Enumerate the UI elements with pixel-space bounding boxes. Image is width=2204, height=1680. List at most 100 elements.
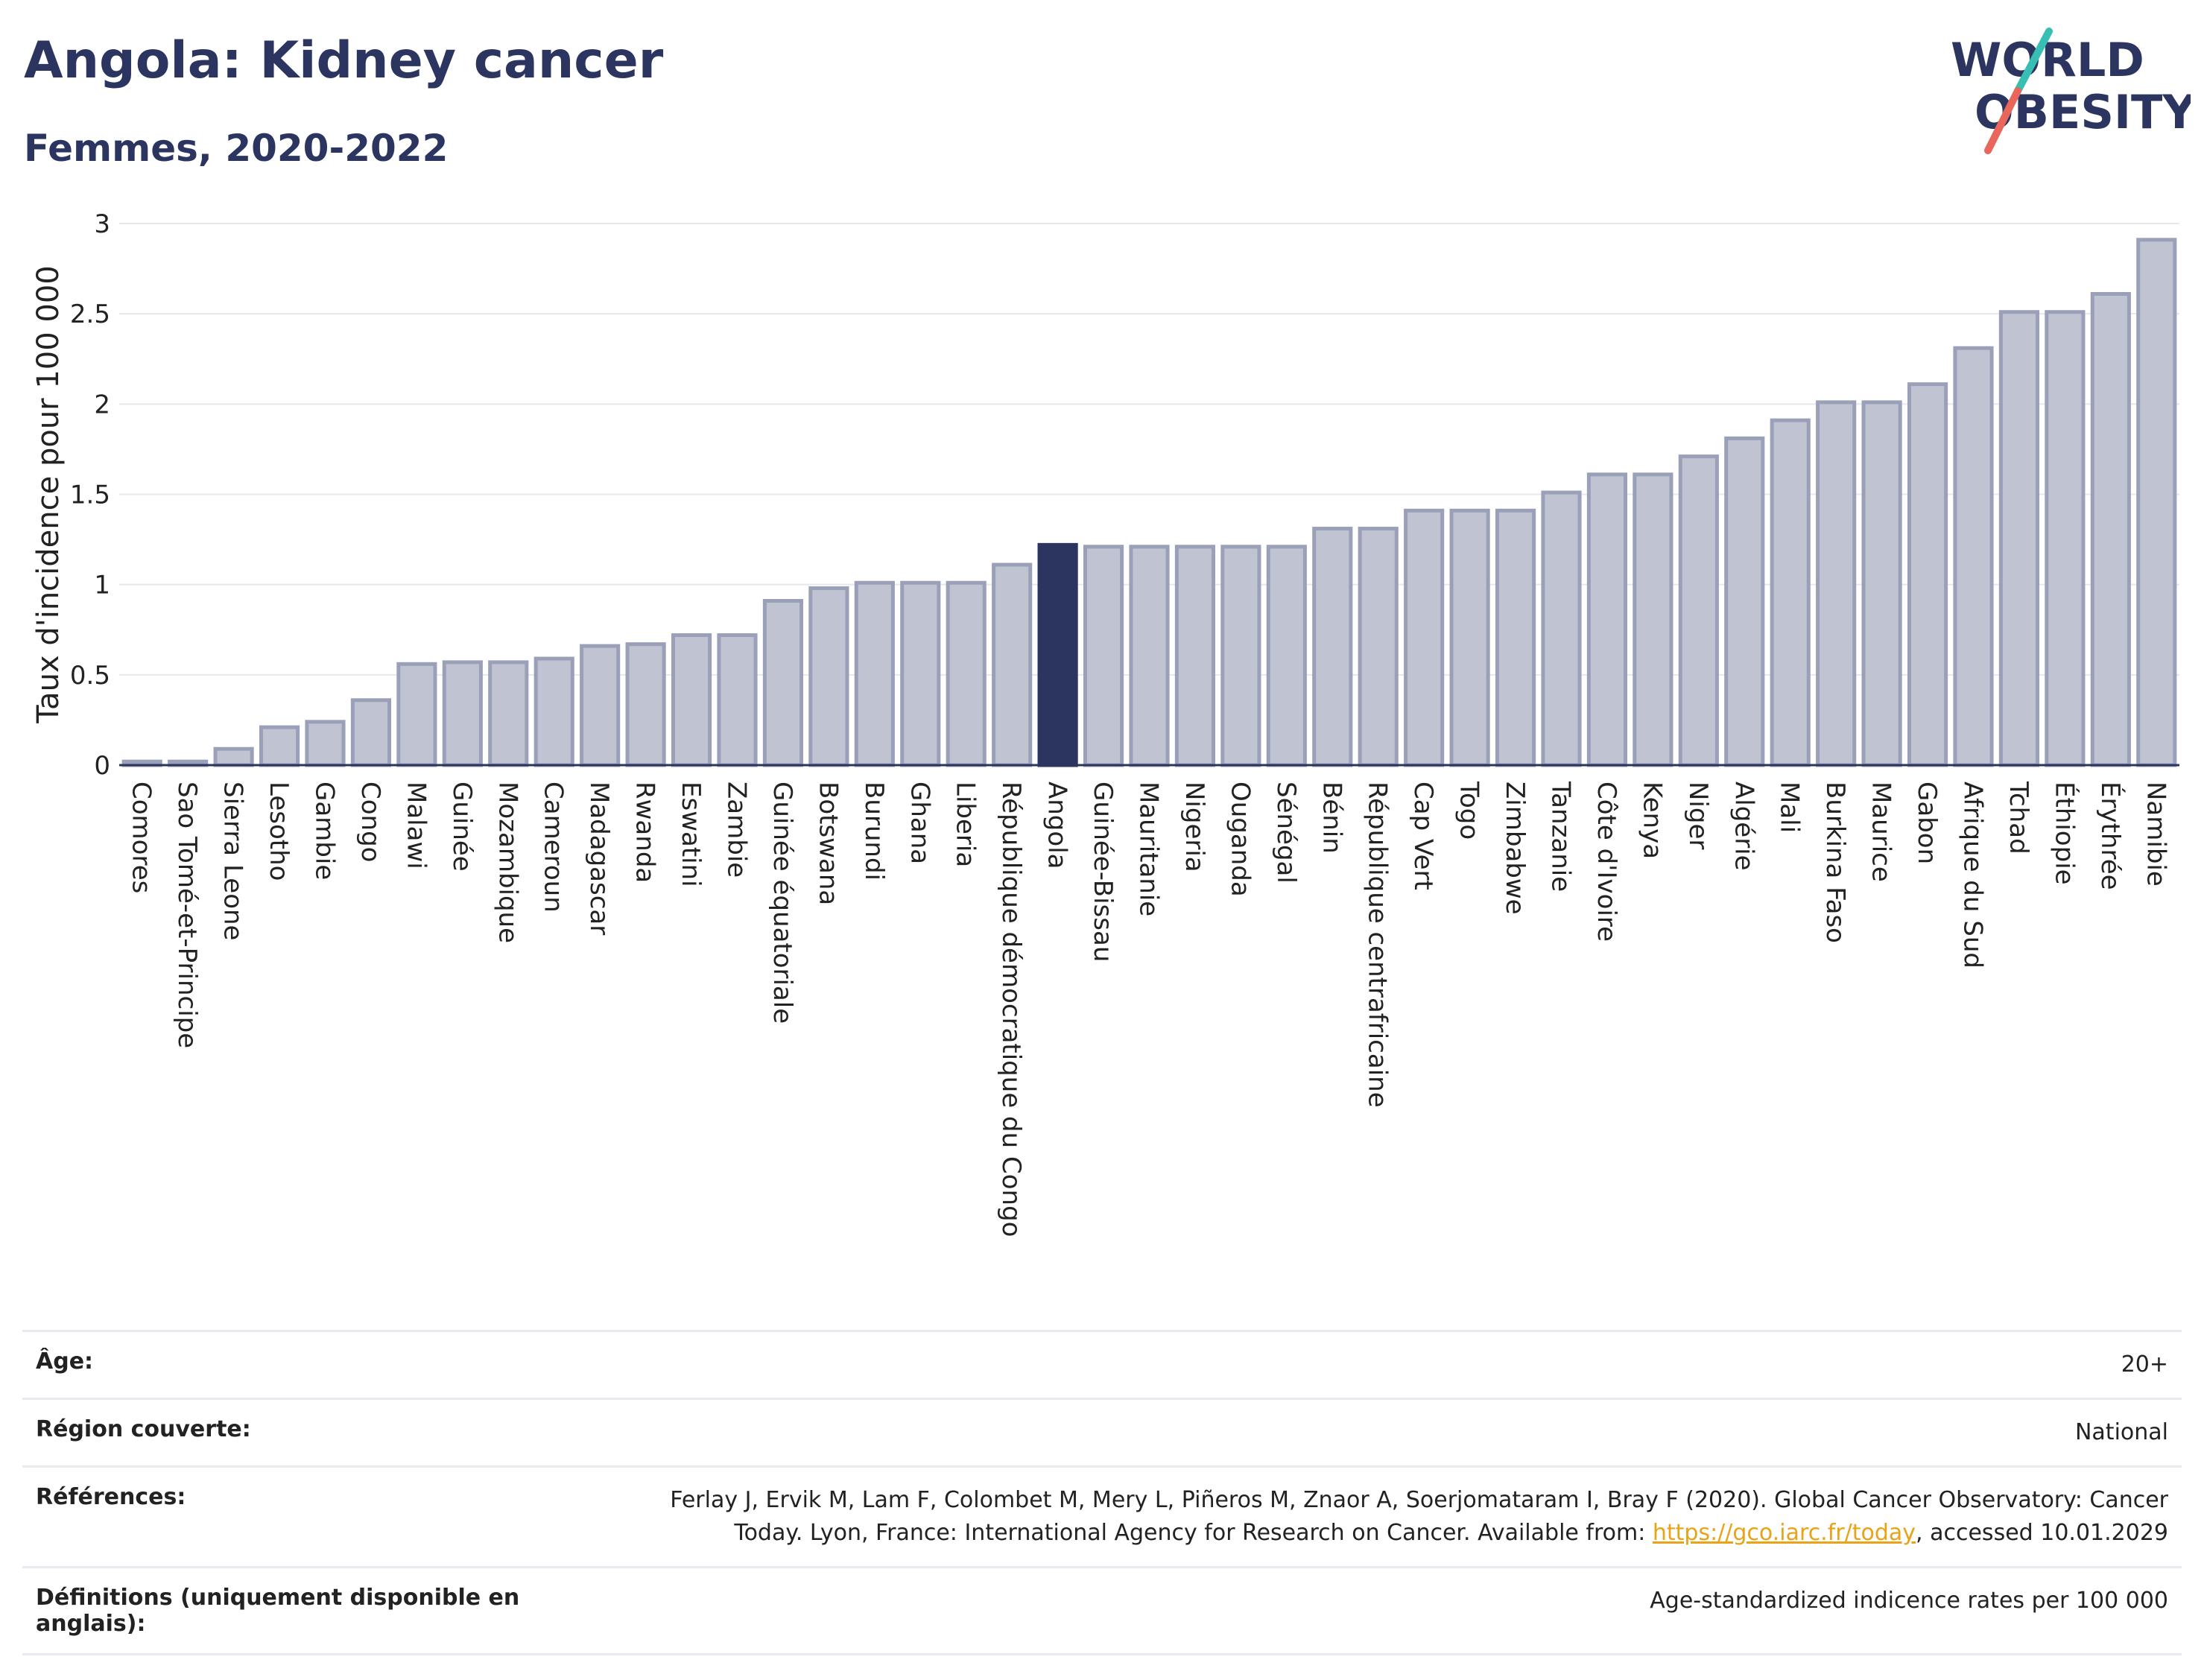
x-tick-label: Côte d'Ivoire (1592, 782, 1621, 942)
bar (946, 580, 987, 767)
bar (900, 580, 941, 767)
bar (762, 598, 804, 767)
bar (1541, 490, 1582, 767)
y-tick-label: 0.5 (70, 661, 110, 691)
x-tick-label: Botswana (813, 782, 843, 905)
x-tick-label: Bénin (1317, 782, 1346, 854)
y-tick-label: 2 (94, 390, 110, 419)
bar (2136, 238, 2177, 767)
x-tick-label: Nigeria (1179, 782, 1209, 872)
x-tick-label: Kenya (1637, 782, 1667, 859)
x-tick-label: Angola (1042, 782, 1072, 869)
bar (808, 586, 849, 767)
meta-row-references: Références: Ferlay J, Ervik M, Lam F, Co… (22, 1465, 2182, 1566)
bar (580, 644, 621, 767)
x-tick-label: Mali (1775, 782, 1805, 833)
bar (1678, 454, 1719, 767)
bar (1037, 542, 1078, 767)
references-label: Références: (36, 1484, 186, 1510)
bar (1495, 508, 1536, 767)
x-tick-label: Eswatini (676, 782, 706, 887)
x-tick-label: Zambie (722, 782, 752, 878)
x-tick-label: Mozambique (493, 782, 522, 943)
x-tick-label: Sénégal (1271, 782, 1301, 884)
bar (1907, 382, 1948, 767)
y-tick-label: 0 (94, 751, 110, 781)
bar (2090, 292, 2131, 767)
x-tick-label: Cap Vert (1408, 782, 1438, 890)
y-tick-label: 1 (94, 571, 110, 600)
x-tick-label: Gabon (1912, 782, 1942, 864)
x-tick-label: Tchad (2004, 781, 2033, 855)
x-tick-label: République démocratique du Congo (996, 782, 1026, 1237)
references-text: Ferlay J, Ervik M, Lam F, Colombet M, Me… (670, 1487, 2168, 1546)
y-tick-label: 3 (94, 209, 110, 239)
y-tick-label: 1.5 (70, 481, 110, 510)
region-value: National (2074, 1419, 2168, 1445)
x-tick-label: Lesotho (264, 782, 294, 881)
x-tick-label: République centrafricaine (1363, 782, 1393, 1108)
x-tick-label: Sierra Leone (218, 782, 248, 940)
x-tick-label: Zimbabwe (1500, 782, 1530, 915)
page-subtitle: Femmes, 2020-2022 (24, 127, 449, 170)
x-tick-label: Malawi (401, 782, 431, 869)
x-tick-label: Érythrée (2095, 782, 2126, 890)
world-obesity-logo: WORLD OBESITY (1951, 28, 2191, 154)
bar (305, 720, 346, 767)
bar (1174, 545, 1216, 767)
bar (1129, 545, 1170, 767)
age-value: 20+ (2121, 1351, 2168, 1378)
meta-row-age: Âge: 20+ (22, 1330, 2182, 1398)
references-accessed: , accessed 10.01.2029 (1916, 1520, 2168, 1546)
bar (1220, 545, 1261, 767)
bar (1953, 346, 1994, 767)
x-tick-label: Madagascar (584, 782, 614, 935)
meta-row-definitions: Définitions (uniquement disponible en an… (22, 1566, 2182, 1655)
x-tick-label: Burkina Faso (1820, 782, 1850, 943)
x-tick-label: Guinée-Bissau (1088, 782, 1118, 962)
bar (671, 633, 712, 767)
bar (992, 562, 1033, 767)
bar (625, 642, 666, 767)
bar (213, 747, 254, 767)
bar (1861, 400, 1902, 767)
x-tick-label: Cameroun (539, 782, 569, 913)
bar (1266, 545, 1307, 767)
region-label: Région couverte: (36, 1416, 251, 1442)
x-tick-label: Togo (1454, 781, 1484, 840)
bar (1312, 527, 1353, 767)
bar (396, 662, 437, 767)
x-tick-label: Afrique du Sud (1958, 782, 1988, 969)
bar (1083, 545, 1124, 767)
bar (854, 580, 895, 767)
bar (1816, 400, 1857, 767)
x-tick-label: Niger (1683, 782, 1713, 849)
y-tick-label: 2.5 (70, 299, 110, 329)
bar (259, 725, 300, 767)
age-label: Âge: (36, 1348, 94, 1375)
bar (488, 660, 529, 767)
bar (2045, 310, 2086, 767)
definitions-value: Age-standardized indicence rates per 100… (1650, 1588, 2168, 1614)
x-tick-label: Ghana (905, 782, 934, 864)
bar (533, 656, 574, 767)
references-value: Ferlay J, Ervik M, Lam F, Colombet M, Me… (604, 1484, 2168, 1550)
x-tick-label: Namibie (2141, 782, 2170, 887)
bar-chart: 0 0.5 1 1.5 2 2.5 3 Taux d'incidence pour 100 0… (31, 209, 2179, 1237)
x-tick-label: Burundi (859, 782, 889, 881)
x-tick-label: Gambie (310, 782, 340, 880)
x-tick-label: Algérie (1729, 782, 1758, 871)
bar (1358, 527, 1399, 767)
bar (350, 698, 392, 767)
bar (1770, 418, 1811, 767)
x-tick-label: Tanzanie (1546, 781, 1576, 892)
bar (1998, 310, 2040, 767)
bar (1586, 472, 1628, 767)
bar (1633, 472, 1673, 767)
page-title: Angola: Kidney cancer (24, 31, 664, 90)
bar (1404, 508, 1445, 767)
x-tick-label: Comores (127, 782, 156, 893)
references-link[interactable]: https://gco.iarc.fr/today (1652, 1520, 1916, 1546)
x-tick-label: Éthiopie (2049, 782, 2080, 885)
bar (1724, 436, 1765, 767)
